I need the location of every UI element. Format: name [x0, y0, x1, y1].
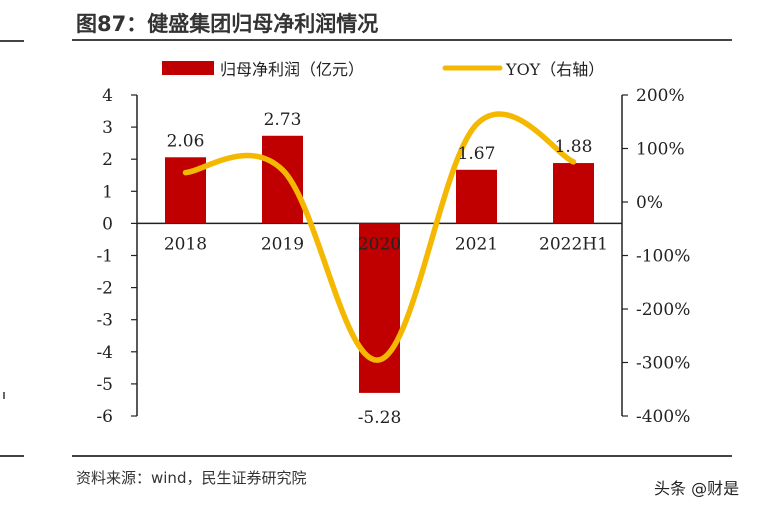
- right-tick-label: -300%: [636, 354, 690, 374]
- bar-2020: [359, 223, 400, 393]
- left-tick-label: -5: [96, 375, 113, 395]
- right-tick-label: -100%: [636, 247, 690, 267]
- right-tick-label: -400%: [636, 407, 690, 427]
- watermark: 头条 @财是: [654, 479, 740, 498]
- x-tick-label: 2021: [455, 234, 498, 254]
- bar-2019: [262, 135, 303, 224]
- left-edge-rule-bottom: [0, 455, 24, 457]
- right-tick-label: 100%: [636, 140, 685, 160]
- figure-title: 图87：健盛集团归母净利润情况: [76, 12, 379, 36]
- bar-data-label: 1.88: [555, 137, 593, 157]
- left-edge-mark: [3, 392, 5, 399]
- source-note: 资料来源：wind，民生证券研究院: [76, 469, 307, 487]
- bar-data-label: 2.73: [264, 110, 302, 130]
- title-rule: [72, 39, 732, 41]
- bar-2022H1: [553, 163, 594, 224]
- left-tick-label: 2: [102, 150, 113, 170]
- legend-bar-label: 归母净利润（亿元）: [220, 60, 364, 79]
- x-tick-label: 2020: [358, 234, 401, 254]
- left-tick-label: -6: [96, 407, 113, 427]
- left-tick-label: 1: [102, 182, 113, 202]
- left-tick-label: 0: [102, 214, 113, 234]
- left-edge-rule-top: [0, 40, 24, 42]
- legend: 归母净利润（亿元） YOY（右轴）: [162, 60, 604, 79]
- x-tick-label: 2019: [261, 234, 304, 254]
- right-tick-label: 200%: [636, 86, 685, 106]
- bar-data-label: 1.67: [458, 144, 496, 164]
- bar-2021: [456, 169, 497, 224]
- left-tick-label: -4: [96, 343, 113, 363]
- left-tick-label: 3: [102, 118, 113, 138]
- x-tick-label: 2022H1: [539, 234, 608, 254]
- legend-bar-swatch: [162, 61, 214, 75]
- plot-area: 4 3 2 1 0 -1 -2 -3 -4 -5 -6 200% 100% 0% -100% -200% -30…: [96, 86, 690, 428]
- yoy-line: [182, 111, 577, 363]
- right-tick-label: 0%: [636, 193, 663, 213]
- right-tick-label: -200%: [636, 300, 690, 320]
- left-tick-label: 4: [102, 86, 113, 106]
- footer-rule: [72, 455, 732, 457]
- x-tick-label: 2018: [164, 234, 207, 254]
- left-tick-label: -2: [96, 279, 113, 299]
- legend-line-label: YOY（右轴）: [505, 60, 604, 79]
- bar-data-label: -5.28: [358, 408, 402, 428]
- left-tick-label: -3: [96, 311, 113, 331]
- bar-data-label: 2.06: [167, 131, 205, 151]
- left-tick-label: -1: [96, 247, 113, 267]
